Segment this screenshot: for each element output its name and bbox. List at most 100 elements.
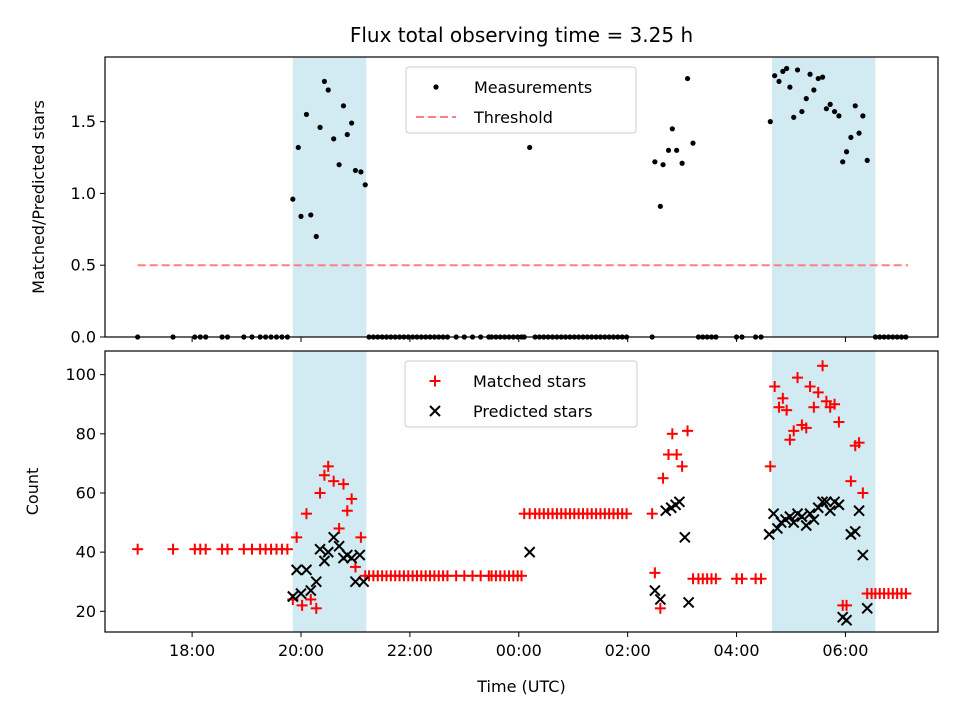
matched-star-point: [296, 599, 308, 611]
ratio-panel: 0.0 0.5 1.0 1.5 Matched/Predicted stars Measu…: [29, 56, 939, 347]
x-stroke-b: [796, 510, 808, 523]
predicted-star-point: [682, 596, 695, 609]
x-stroke-b: [290, 564, 303, 576]
x-stroke-b: [840, 614, 853, 626]
measurement-point: [836, 113, 842, 119]
matched-star-point: [792, 372, 804, 384]
y-tick-label: 1.5: [71, 112, 96, 131]
measurement-point: [767, 119, 773, 125]
x-stroke-b: [861, 602, 873, 615]
x-axis-label: Time (UTC): [476, 677, 565, 696]
x-stroke-b: [682, 596, 695, 609]
matched-star-point: [755, 573, 767, 585]
measurement-point: [340, 103, 347, 109]
measurement-point: [295, 144, 301, 151]
matched-star-point: [676, 460, 688, 472]
measurement-point: [344, 131, 350, 138]
x-stroke-b: [857, 549, 869, 561]
matched-star-point: [341, 505, 353, 517]
matched-star-point: [516, 570, 527, 582]
measurement-point: [811, 87, 817, 93]
x-stroke-b: [357, 576, 370, 588]
measurement-point: [325, 87, 331, 93]
measurement-point: [684, 75, 691, 82]
x-stroke-b: [333, 540, 345, 552]
predicted-star-point: [345, 552, 358, 564]
predicted-star-point: [788, 516, 800, 529]
legend-predicted-swatch: [429, 405, 441, 417]
predicted-star-point: [649, 584, 661, 597]
predicted-star-point: [849, 525, 861, 538]
predicted-star-point: [833, 499, 845, 511]
x-stroke-b: [673, 496, 686, 508]
matched-star-point: [781, 404, 793, 416]
measurement-point: [815, 75, 821, 82]
measurement-point: [827, 101, 833, 107]
predicted-star-point: [820, 496, 833, 508]
y-tick-label: 0.5: [71, 256, 96, 275]
measurement-point: [669, 126, 675, 132]
x-stroke-b: [300, 564, 313, 576]
x-stroke-b: [318, 555, 331, 567]
matched-star-point: [671, 449, 683, 461]
matched-star-point: [666, 428, 678, 440]
matched-star-point: [314, 487, 326, 499]
matched-star-point: [167, 543, 179, 555]
measurement-point: [864, 157, 870, 163]
matched-star-point: [769, 380, 781, 392]
measurement-point: [321, 78, 328, 85]
x-stroke-b: [287, 590, 299, 603]
x-tick-label: 06:00: [822, 641, 868, 660]
plot-frame: [104, 350, 939, 633]
x-stroke-b: [833, 499, 845, 511]
x-stroke-b: [354, 549, 366, 561]
x-stroke-b: [853, 505, 865, 517]
measurement-point: [660, 162, 666, 168]
measurement-point: [674, 147, 680, 153]
x-tick-label: 20:00: [278, 641, 324, 660]
x-stroke-b: [660, 505, 672, 517]
predicted-star-point: [796, 510, 808, 523]
matched-star-point: [346, 493, 358, 505]
measurement-point: [657, 203, 663, 209]
matched-star-point: [355, 531, 367, 543]
matched-star-point: [857, 487, 869, 499]
matched-star-point: [654, 602, 666, 614]
measurement-point: [791, 114, 797, 120]
matched-star-point: [773, 401, 785, 413]
x-stroke-b: [816, 496, 829, 508]
matched-star-point: [710, 573, 722, 585]
predicted-star-point: [287, 590, 299, 603]
measurement-point: [843, 149, 850, 155]
predicted-star-point: [840, 614, 853, 626]
x-stroke-b: [349, 576, 362, 588]
observing-window-shade: [771, 57, 876, 337]
x-stroke-b: [345, 552, 358, 564]
measurement-point: [290, 196, 296, 202]
predicted-star-point: [800, 519, 812, 532]
matched-star-point: [328, 475, 340, 487]
x-stroke-b: [314, 543, 326, 555]
x-stroke-b: [824, 505, 836, 517]
measurement-point: [787, 84, 793, 90]
x-tick-label: 00:00: [496, 641, 542, 660]
matched-star-point: [764, 460, 776, 472]
predicted-star-point: [295, 587, 307, 600]
matched-star-point: [800, 422, 812, 434]
x-stroke-b: [808, 513, 820, 526]
count-panel: 20 40 60 80 100 18:00 20:00 22:00 00:00 02:00 04:0…: [23, 350, 939, 660]
measurement-point: [823, 106, 829, 112]
matched-star-point: [817, 360, 829, 372]
y-tick-label: 60: [76, 483, 96, 502]
x-stroke-b: [804, 507, 816, 520]
legend-box: [404, 360, 638, 428]
predicted-star-point: [679, 531, 691, 544]
predicted-star-point: [824, 505, 836, 517]
predicted-star-point: [354, 549, 366, 561]
predicted-star-point: [322, 546, 334, 558]
measurement-point: [807, 71, 813, 77]
predicted-star-point: [660, 505, 672, 517]
y-tick-label: 100: [65, 365, 96, 384]
y-tick-label: 0.0: [71, 328, 96, 347]
matched-star-point: [621, 508, 633, 520]
